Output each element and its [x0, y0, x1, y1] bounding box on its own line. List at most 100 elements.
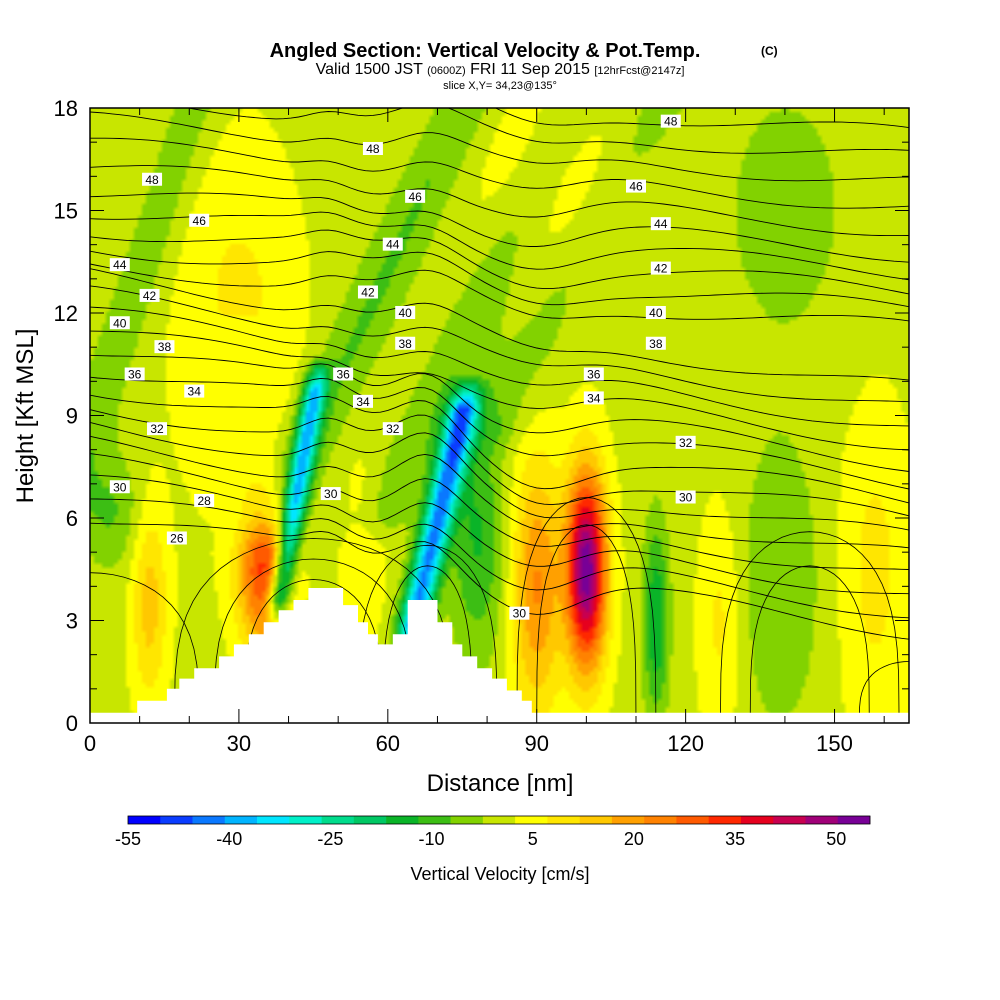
contour-label: 34	[583, 391, 604, 405]
contour-label: 44	[650, 217, 671, 231]
svg-text:40: 40	[113, 316, 127, 330]
x-tick-label: 0	[84, 731, 96, 756]
terrain	[90, 588, 909, 723]
svg-text:38: 38	[649, 337, 663, 351]
contour-label: 36	[124, 367, 145, 382]
theta-contour	[382, 565, 473, 723]
subtitle-date: FRI 11 Sep 2015	[470, 61, 590, 78]
colorbar-tick-label: 5	[528, 829, 538, 849]
contour-label: 32	[147, 422, 168, 436]
contour-label: 40	[109, 316, 130, 330]
y-tick-label: 3	[66, 609, 78, 634]
theta-contour	[90, 453, 909, 570]
y-tick-label: 6	[66, 506, 78, 531]
colorbar-swatch	[192, 816, 226, 824]
svg-text:48: 48	[366, 142, 380, 156]
svg-text:34: 34	[356, 395, 370, 409]
x-axis: 0 30 60 90 120 150	[84, 108, 885, 756]
theta-contour	[90, 211, 909, 281]
contour-label: 42	[139, 288, 160, 303]
theta-contour	[90, 137, 909, 209]
svg-text:42: 42	[361, 286, 375, 300]
svg-text:46: 46	[408, 190, 422, 204]
colorbar: -55 -40 -25 -10 5 20 35 50 Vertical Velocity [c…	[115, 815, 871, 884]
colorbar-tick-label: -55	[115, 829, 141, 849]
contour-label: 34	[353, 394, 373, 409]
theta-contour	[536, 524, 637, 723]
y-tick-label: 12	[54, 301, 78, 326]
theta-contour	[749, 565, 870, 723]
theta-contour	[243, 579, 384, 723]
colorbar-swatch	[160, 816, 193, 824]
theta-contour	[186, 108, 909, 154]
svg-text:44: 44	[654, 217, 668, 231]
x-tick-label: 90	[524, 731, 548, 756]
vertical-velocity-image	[90, 108, 909, 723]
contour-label: 34	[184, 384, 205, 399]
theta-contour	[90, 421, 909, 531]
colorbar-label: Vertical Velocity [cm/s]	[410, 864, 589, 884]
colorbar-swatch	[386, 816, 419, 824]
contour-label: 38	[395, 336, 416, 351]
colorbar-swatch	[740, 816, 774, 824]
colorbar-tick-label: -40	[216, 829, 242, 849]
y-tick-label: 9	[66, 404, 78, 429]
y-tick-label: 18	[54, 96, 78, 121]
y-tick-label: 0	[66, 711, 78, 736]
colorbar-tick-label: 20	[624, 829, 644, 849]
theta-contour	[90, 285, 909, 403]
theta-contour	[494, 108, 909, 129]
x-tick-label: 30	[227, 731, 251, 756]
colorbar-swatch	[257, 816, 290, 824]
chart-subtitle: Valid 1500 JST (0600Z) FRI 11 Sep 2015 […	[316, 61, 685, 78]
y-tick-label: 15	[54, 199, 78, 224]
pot-temp-contours	[90, 108, 909, 723]
contour-label: 26	[166, 531, 187, 546]
contour-label: 42	[357, 285, 378, 300]
svg-text:30: 30	[113, 480, 127, 494]
contour-label: 30	[509, 606, 530, 621]
svg-text:32: 32	[679, 436, 693, 450]
colorbar-tick-label: 50	[826, 829, 846, 849]
contour-label: 38	[154, 340, 175, 354]
svg-text:28: 28	[197, 494, 211, 508]
svg-text:38: 38	[158, 340, 172, 354]
colorbar-swatch	[289, 816, 322, 824]
colorbar-swatch	[547, 816, 580, 824]
subtitle-forecast: [12hrFcst@2147z]	[594, 65, 684, 77]
colorbar-swatch	[611, 816, 645, 824]
colorbar-swatch	[418, 816, 451, 824]
colorbar-swatch	[515, 816, 548, 824]
contour-label: 46	[626, 179, 646, 194]
theta-contour	[90, 572, 200, 723]
colorbar-swatch	[321, 816, 355, 824]
colorbar-tick-label: -10	[418, 829, 444, 849]
contour-label: 36	[583, 367, 604, 382]
theta-contour	[90, 306, 909, 427]
contour-label: 42	[650, 261, 671, 276]
contour-label: 40	[395, 306, 416, 320]
subtitle-valid: Valid 1500 JST	[316, 61, 424, 78]
svg-text:26: 26	[170, 532, 184, 546]
contour-label: 30	[675, 490, 696, 505]
colorbar-swatch	[837, 816, 871, 824]
svg-text:44: 44	[386, 238, 400, 252]
svg-text:40: 40	[399, 306, 413, 320]
svg-text:46: 46	[629, 180, 643, 194]
contour-label: 44	[382, 237, 403, 252]
contour-label: 30	[320, 487, 341, 501]
theta-contour	[213, 558, 413, 723]
colorbar-swatch	[482, 816, 516, 824]
svg-text:30: 30	[513, 607, 527, 621]
theta-contour	[90, 474, 909, 595]
colorbar-frame	[127, 815, 871, 825]
colorbar-swatch	[224, 816, 258, 824]
chart-slice-info: slice X,Y= 34,23@135°	[443, 80, 557, 92]
contour-label: 46	[189, 213, 210, 228]
theta-contour	[516, 497, 657, 723]
svg-text:42: 42	[654, 262, 668, 276]
theta-contour	[90, 229, 909, 295]
theta-contour	[90, 263, 909, 322]
chart-title-block: Angled Section: Vertical Velocity & Pot.…	[270, 40, 778, 92]
